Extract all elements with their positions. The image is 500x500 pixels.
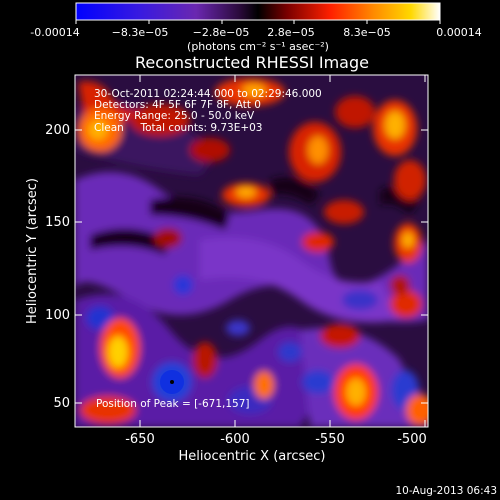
y-tick-label: 50 xyxy=(53,396,70,411)
image-annotations: 30-Oct-2011 02:24:44.000 to 02:29:46.000… xyxy=(94,88,322,410)
colorbar-tick-marks xyxy=(75,20,441,24)
annotation-detectors: Detectors: 4F 5F 6F 7F 8F, Att 0 xyxy=(94,99,261,111)
x-tick-label: -650 xyxy=(125,432,155,447)
y-tick-label: 150 xyxy=(45,215,70,230)
annotation-clean-counts: Clean Total counts: 9.73E+03 xyxy=(94,122,263,134)
x-tick-label: -550 xyxy=(315,432,345,447)
y-axis-label: Heliocentric Y (arcsec) xyxy=(25,178,40,324)
x-tick-label: -600 xyxy=(220,432,250,447)
colorbar-tick-label: 0.00014 xyxy=(436,26,482,39)
plot-title: Reconstructed RHESSI Image xyxy=(135,53,369,72)
peak-marker xyxy=(170,380,174,384)
colorbar-gradient xyxy=(75,2,441,21)
rhessi-image xyxy=(75,75,428,427)
colorbar-tick-label: -0.00014 xyxy=(30,26,79,39)
colorbar-unit-label: (photons cm⁻² s⁻¹ asec⁻²) xyxy=(187,40,329,53)
colorbar: -0.00014 −8.3e−05 −2.8e−05 2.8e−05 8.3e−… xyxy=(30,2,482,53)
colorbar-tick-label: 8.3e−05 xyxy=(343,26,390,39)
x-tick-label: -500 xyxy=(397,432,427,447)
x-axis-label: Heliocentric X (arcsec) xyxy=(179,449,326,464)
plot-frame xyxy=(74,74,429,428)
colorbar-tick-label: −8.3e−05 xyxy=(112,26,169,39)
y-tick-label: 200 xyxy=(45,123,70,138)
x-axis-ticks xyxy=(139,75,426,427)
y-tick-label: 100 xyxy=(45,308,70,323)
y-axis-ticks xyxy=(75,129,428,404)
footer-timestamp: 10-Aug-2013 06:43 xyxy=(395,485,497,497)
annotation-energy-range: Energy Range: 25.0 - 50.0 keV xyxy=(94,110,255,122)
annotation-peak-position: Position of Peak = [-671,157] xyxy=(96,398,250,410)
colorbar-tick-label: −2.8e−05 xyxy=(193,26,250,39)
colorbar-tick-label: 2.8e−05 xyxy=(267,26,314,39)
annotation-time-range: 30-Oct-2011 02:24:44.000 to 02:29:46.000 xyxy=(94,88,322,100)
